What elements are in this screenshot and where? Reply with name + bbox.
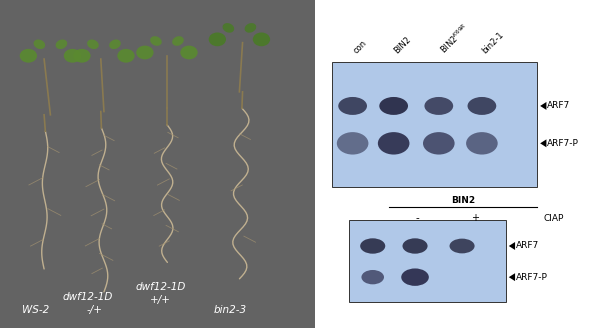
Ellipse shape [172,36,184,46]
Ellipse shape [20,49,37,63]
Ellipse shape [118,49,134,63]
Ellipse shape [423,132,455,154]
Ellipse shape [361,270,384,284]
Ellipse shape [87,39,99,49]
Polygon shape [540,139,547,147]
Text: -: - [416,213,419,223]
Ellipse shape [403,238,428,254]
Text: ARF7: ARF7 [547,101,571,111]
Ellipse shape [34,39,45,49]
Ellipse shape [360,238,385,254]
Ellipse shape [337,132,368,154]
Ellipse shape [424,97,453,115]
Ellipse shape [136,46,154,59]
Ellipse shape [64,49,81,63]
Text: BIN2: BIN2 [451,196,475,205]
Text: bin2-1: bin2-1 [481,31,506,56]
Polygon shape [509,242,515,250]
Ellipse shape [223,23,234,33]
Ellipse shape [379,97,408,115]
Text: WS-2: WS-2 [22,305,49,315]
Text: +: + [470,213,479,223]
Polygon shape [509,273,515,281]
Ellipse shape [378,132,409,154]
Ellipse shape [245,23,256,33]
Text: CIAP: CIAP [543,214,563,223]
Ellipse shape [181,46,197,59]
Text: bin2-3: bin2-3 [214,305,247,315]
Text: con: con [351,39,368,56]
Text: +/+: +/+ [150,295,171,305]
Ellipse shape [466,132,497,154]
Text: BIN2$^{K69R}$: BIN2$^{K69R}$ [437,21,472,56]
Ellipse shape [253,32,270,46]
Ellipse shape [209,32,226,46]
Ellipse shape [109,39,121,49]
Ellipse shape [449,239,475,253]
Text: dwf12-1D: dwf12-1D [63,292,113,302]
Text: ARF7: ARF7 [516,241,539,251]
Ellipse shape [467,97,496,115]
Ellipse shape [401,268,429,286]
Text: dwf12-1D: dwf12-1D [136,282,186,292]
Ellipse shape [150,36,162,46]
Bar [332,62,538,187]
Text: ARF7-P: ARF7-P [516,273,548,282]
Ellipse shape [56,39,67,49]
Text: BIN2: BIN2 [392,35,413,56]
Text: ARF7-P: ARF7-P [547,139,579,148]
Text: -/+: -/+ [86,305,103,315]
Polygon shape [540,102,547,110]
Ellipse shape [73,49,91,63]
Bar [349,220,506,302]
Ellipse shape [338,97,367,115]
